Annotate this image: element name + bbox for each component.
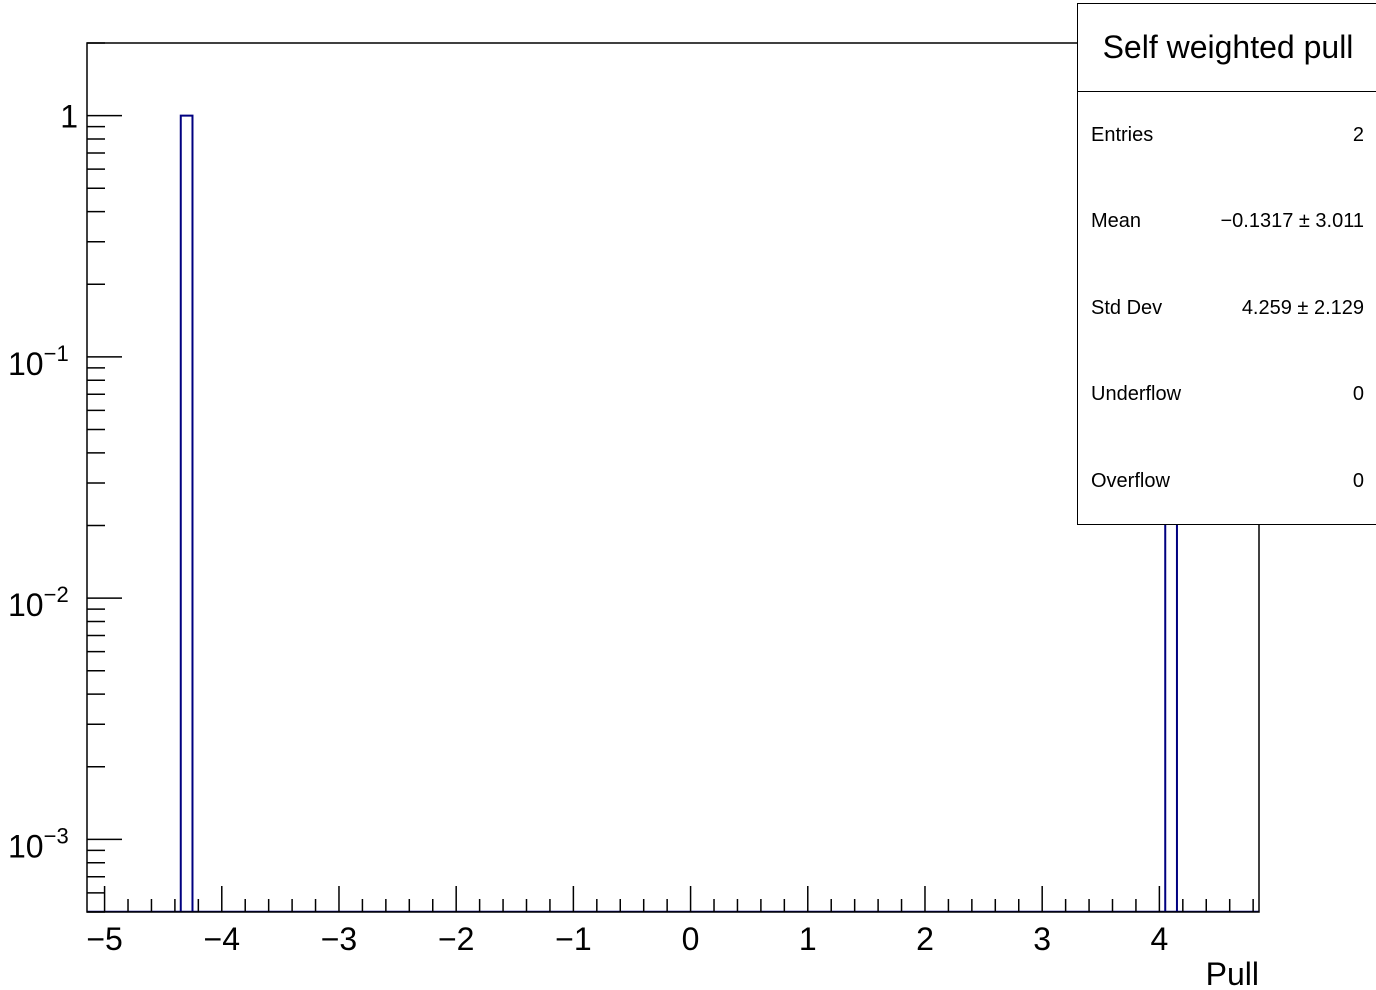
x-tick-label: −2 [438, 921, 474, 957]
x-tick-label: 1 [799, 921, 817, 957]
y-tick-exponent: −1 [44, 341, 69, 366]
x-tick-label: 0 [682, 921, 700, 957]
histogram-bar-0 [179, 114, 194, 912]
y-tick-label: 10−3 [8, 823, 69, 864]
x-axis-title: Pull [1206, 956, 1259, 990]
x-tick-label: 4 [1150, 921, 1168, 957]
y-tick-exponent: −2 [44, 582, 69, 607]
stats-row: Mean −0.1317 ± 3.011 [1078, 179, 1376, 266]
y-tick-label: 10−2 [8, 582, 69, 623]
y-tick-label: 10−1 [8, 341, 69, 382]
stats-rows: Entries 2 Mean −0.1317 ± 3.011 Std Dev 4.259 … [1078, 92, 1376, 525]
y-axis: 1 10−1 10−2 10−3 [8, 42, 122, 913]
y-tick-label: 1 [60, 99, 78, 135]
stats-box-title: Self weighted pull [1078, 4, 1376, 92]
x-tick-label: −4 [204, 921, 240, 957]
stats-row: Std Dev 4.259 ± 2.129 [1078, 265, 1376, 352]
x-tick-label: 3 [1033, 921, 1051, 957]
stats-row-value: 4.259 ± 2.129 [1241, 296, 1364, 319]
stats-row-label: Underflow [1091, 383, 1182, 406]
stats-row-value: −0.1317 ± 3.011 [1220, 210, 1364, 233]
x-tick-label: −5 [86, 921, 122, 957]
x-axis: −5 −4 −3 −2 −1 0 1 2 3 4 [86, 886, 1254, 957]
stats-row-value: 0 [1352, 469, 1364, 492]
stats-row-label: Overflow [1091, 469, 1170, 492]
stats-row-value: 2 [1352, 123, 1364, 146]
x-tick-label: −1 [555, 921, 591, 957]
stats-row: Entries 2 [1078, 92, 1376, 179]
stats-row-label: Std Dev [1091, 296, 1163, 319]
stats-row-label: Mean [1091, 210, 1142, 233]
stats-box: Self weighted pull Entries 2 Mean −0.1317 ±… [1077, 3, 1376, 525]
stats-row-label: Entries [1091, 123, 1154, 146]
stats-row: Underflow 0 [1078, 352, 1376, 439]
x-tick-label: 2 [916, 921, 934, 957]
x-tick-label: −3 [321, 921, 357, 957]
stats-row-value: 0 [1352, 383, 1364, 406]
stats-row: Overflow 0 [1078, 438, 1376, 525]
y-tick-exponent: −3 [44, 823, 69, 848]
